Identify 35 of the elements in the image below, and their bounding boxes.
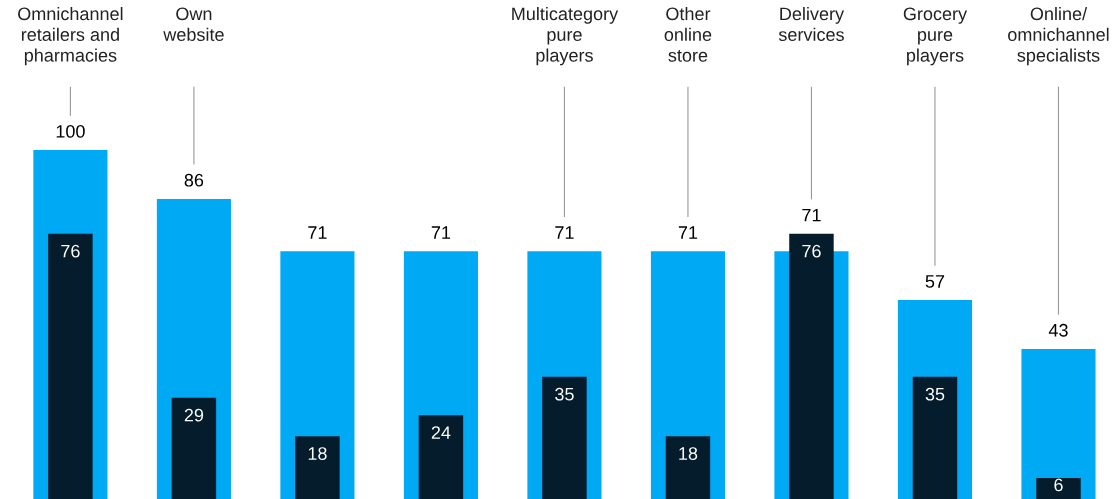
data-label: 18: [308, 447, 327, 460]
data-label: 18: [679, 447, 698, 460]
data-label: 76: [802, 244, 821, 258]
data-label: 71: [802, 208, 821, 222]
data-label: 35: [555, 387, 574, 401]
bar: [171, 397, 217, 499]
x-tick-label: Online/ omnichannel specialists: [1008, 6, 1109, 66]
data-label: 76: [61, 244, 80, 258]
data-label: 35: [925, 387, 945, 401]
x-tick-label: Grocery pure players: [903, 7, 968, 66]
bar: [48, 233, 93, 499]
data-label: 24: [431, 426, 451, 439]
data-label: 57: [925, 275, 945, 288]
data-label: 71: [555, 226, 574, 239]
bar: [665, 436, 711, 499]
bar: [542, 376, 587, 499]
data-label: 43: [1048, 323, 1068, 337]
bar: [1021, 348, 1096, 499]
bar: [295, 436, 340, 499]
data-label: 71: [308, 226, 327, 239]
bar: [912, 376, 958, 499]
data-label: 100: [56, 124, 85, 138]
data-label: 71: [678, 226, 698, 239]
bar: [1036, 478, 1081, 499]
x-tick-label: Other online store: [664, 6, 712, 62]
x-tick-label: Delivery services: [778, 6, 845, 41]
data-label: 71: [431, 226, 451, 239]
x-tick-label: Multicategory pure players: [512, 6, 619, 66]
x-tick-label: Omnichannel retailers and pharmacies: [18, 6, 123, 66]
x-tick-label: Own website: [163, 7, 224, 41]
data-label: 29: [184, 408, 204, 422]
bar: [418, 415, 464, 499]
bar: [789, 233, 834, 499]
data-label: 86: [184, 173, 204, 187]
data-label: 6: [1054, 478, 1063, 492]
